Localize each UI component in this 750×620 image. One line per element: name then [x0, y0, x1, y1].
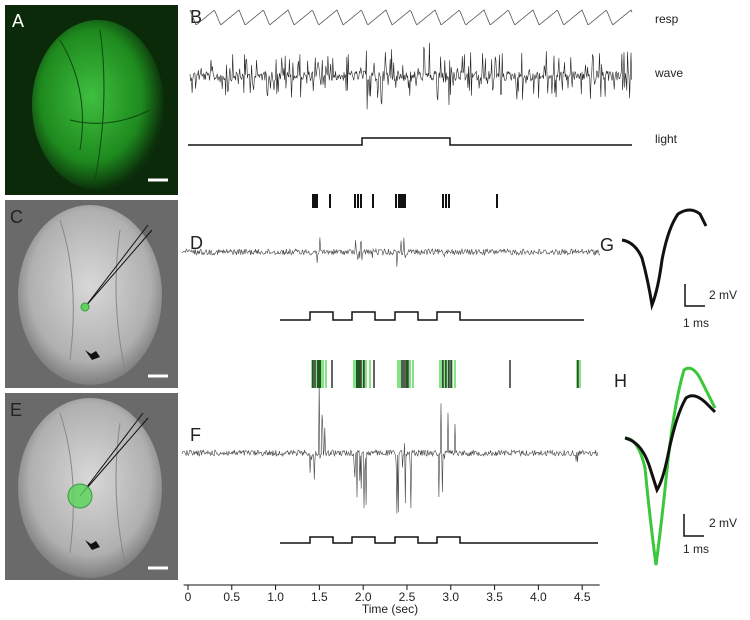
- scale-bar: [684, 284, 705, 307]
- x-tick-label: 3.5: [486, 590, 503, 604]
- light-trace: [188, 137, 632, 146]
- image-c: [5, 200, 178, 388]
- x-tick-label: 1.5: [311, 590, 328, 604]
- x-tick-label: 4.5: [574, 590, 591, 604]
- x-tick-label: 1.0: [267, 590, 284, 604]
- panel-label: E: [10, 400, 22, 420]
- x-tick-label: 3.0: [442, 590, 459, 604]
- panel-label: H: [614, 371, 627, 391]
- panel-label: G: [600, 235, 614, 255]
- scale-label: 1 ms: [683, 542, 709, 556]
- spike-waveform: [621, 208, 708, 311]
- spike-waveform: [624, 394, 717, 494]
- trace-label: wave: [654, 66, 683, 80]
- trace-label: light: [655, 132, 678, 146]
- x-tick-label: 2.5: [399, 590, 416, 604]
- light-trace: [280, 536, 598, 544]
- light-trace: [280, 311, 584, 321]
- trace-label: resp: [655, 12, 679, 26]
- image-a: [5, 5, 178, 195]
- voltage-trace: [189, 42, 632, 110]
- scale-label: 2 mV: [709, 288, 737, 302]
- panel-label: F: [190, 425, 201, 445]
- panel-label: A: [12, 11, 24, 31]
- panel-label: D: [190, 233, 203, 253]
- traces: [181, 9, 633, 514]
- scale-label: 2 mV: [709, 516, 737, 530]
- panel-label: C: [10, 207, 23, 227]
- scale-bar: [683, 514, 704, 537]
- voltage-trace: [181, 237, 601, 267]
- voltage-trace: [181, 383, 599, 514]
- panel-label: B: [190, 7, 202, 27]
- x-tick-label: 0: [185, 590, 192, 604]
- x-tick-label: 4.0: [530, 590, 547, 604]
- axis-title: Time (sec): [362, 602, 418, 616]
- x-tick-label: 2.0: [355, 590, 372, 604]
- scale-label: 1 ms: [683, 316, 709, 330]
- x-tick-label: 0.5: [223, 590, 240, 604]
- image-e: [5, 393, 178, 580]
- spike-waveform: [624, 366, 717, 566]
- resp-trace: [189, 9, 633, 26]
